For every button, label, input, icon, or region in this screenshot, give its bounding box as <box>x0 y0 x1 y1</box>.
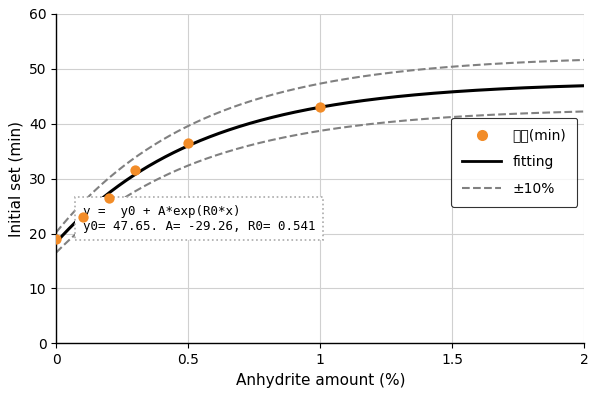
Point <box>315 104 325 110</box>
Legend: 초결(min), fitting, ±10%: 초결(min), fitting, ±10% <box>451 118 577 207</box>
Point <box>183 140 193 146</box>
Point <box>104 195 114 201</box>
Y-axis label: Initial set (min): Initial set (min) <box>8 121 23 237</box>
X-axis label: Anhydrite amount (%): Anhydrite amount (%) <box>235 373 405 388</box>
Point <box>51 236 61 242</box>
Point <box>78 214 87 220</box>
Text: y =  y0 + A*exp(R0*x)
y0= 47.65. A= -29.26, R0= 0.541: y = y0 + A*exp(R0*x) y0= 47.65. A= -29.2… <box>82 205 315 233</box>
Point <box>131 167 140 173</box>
